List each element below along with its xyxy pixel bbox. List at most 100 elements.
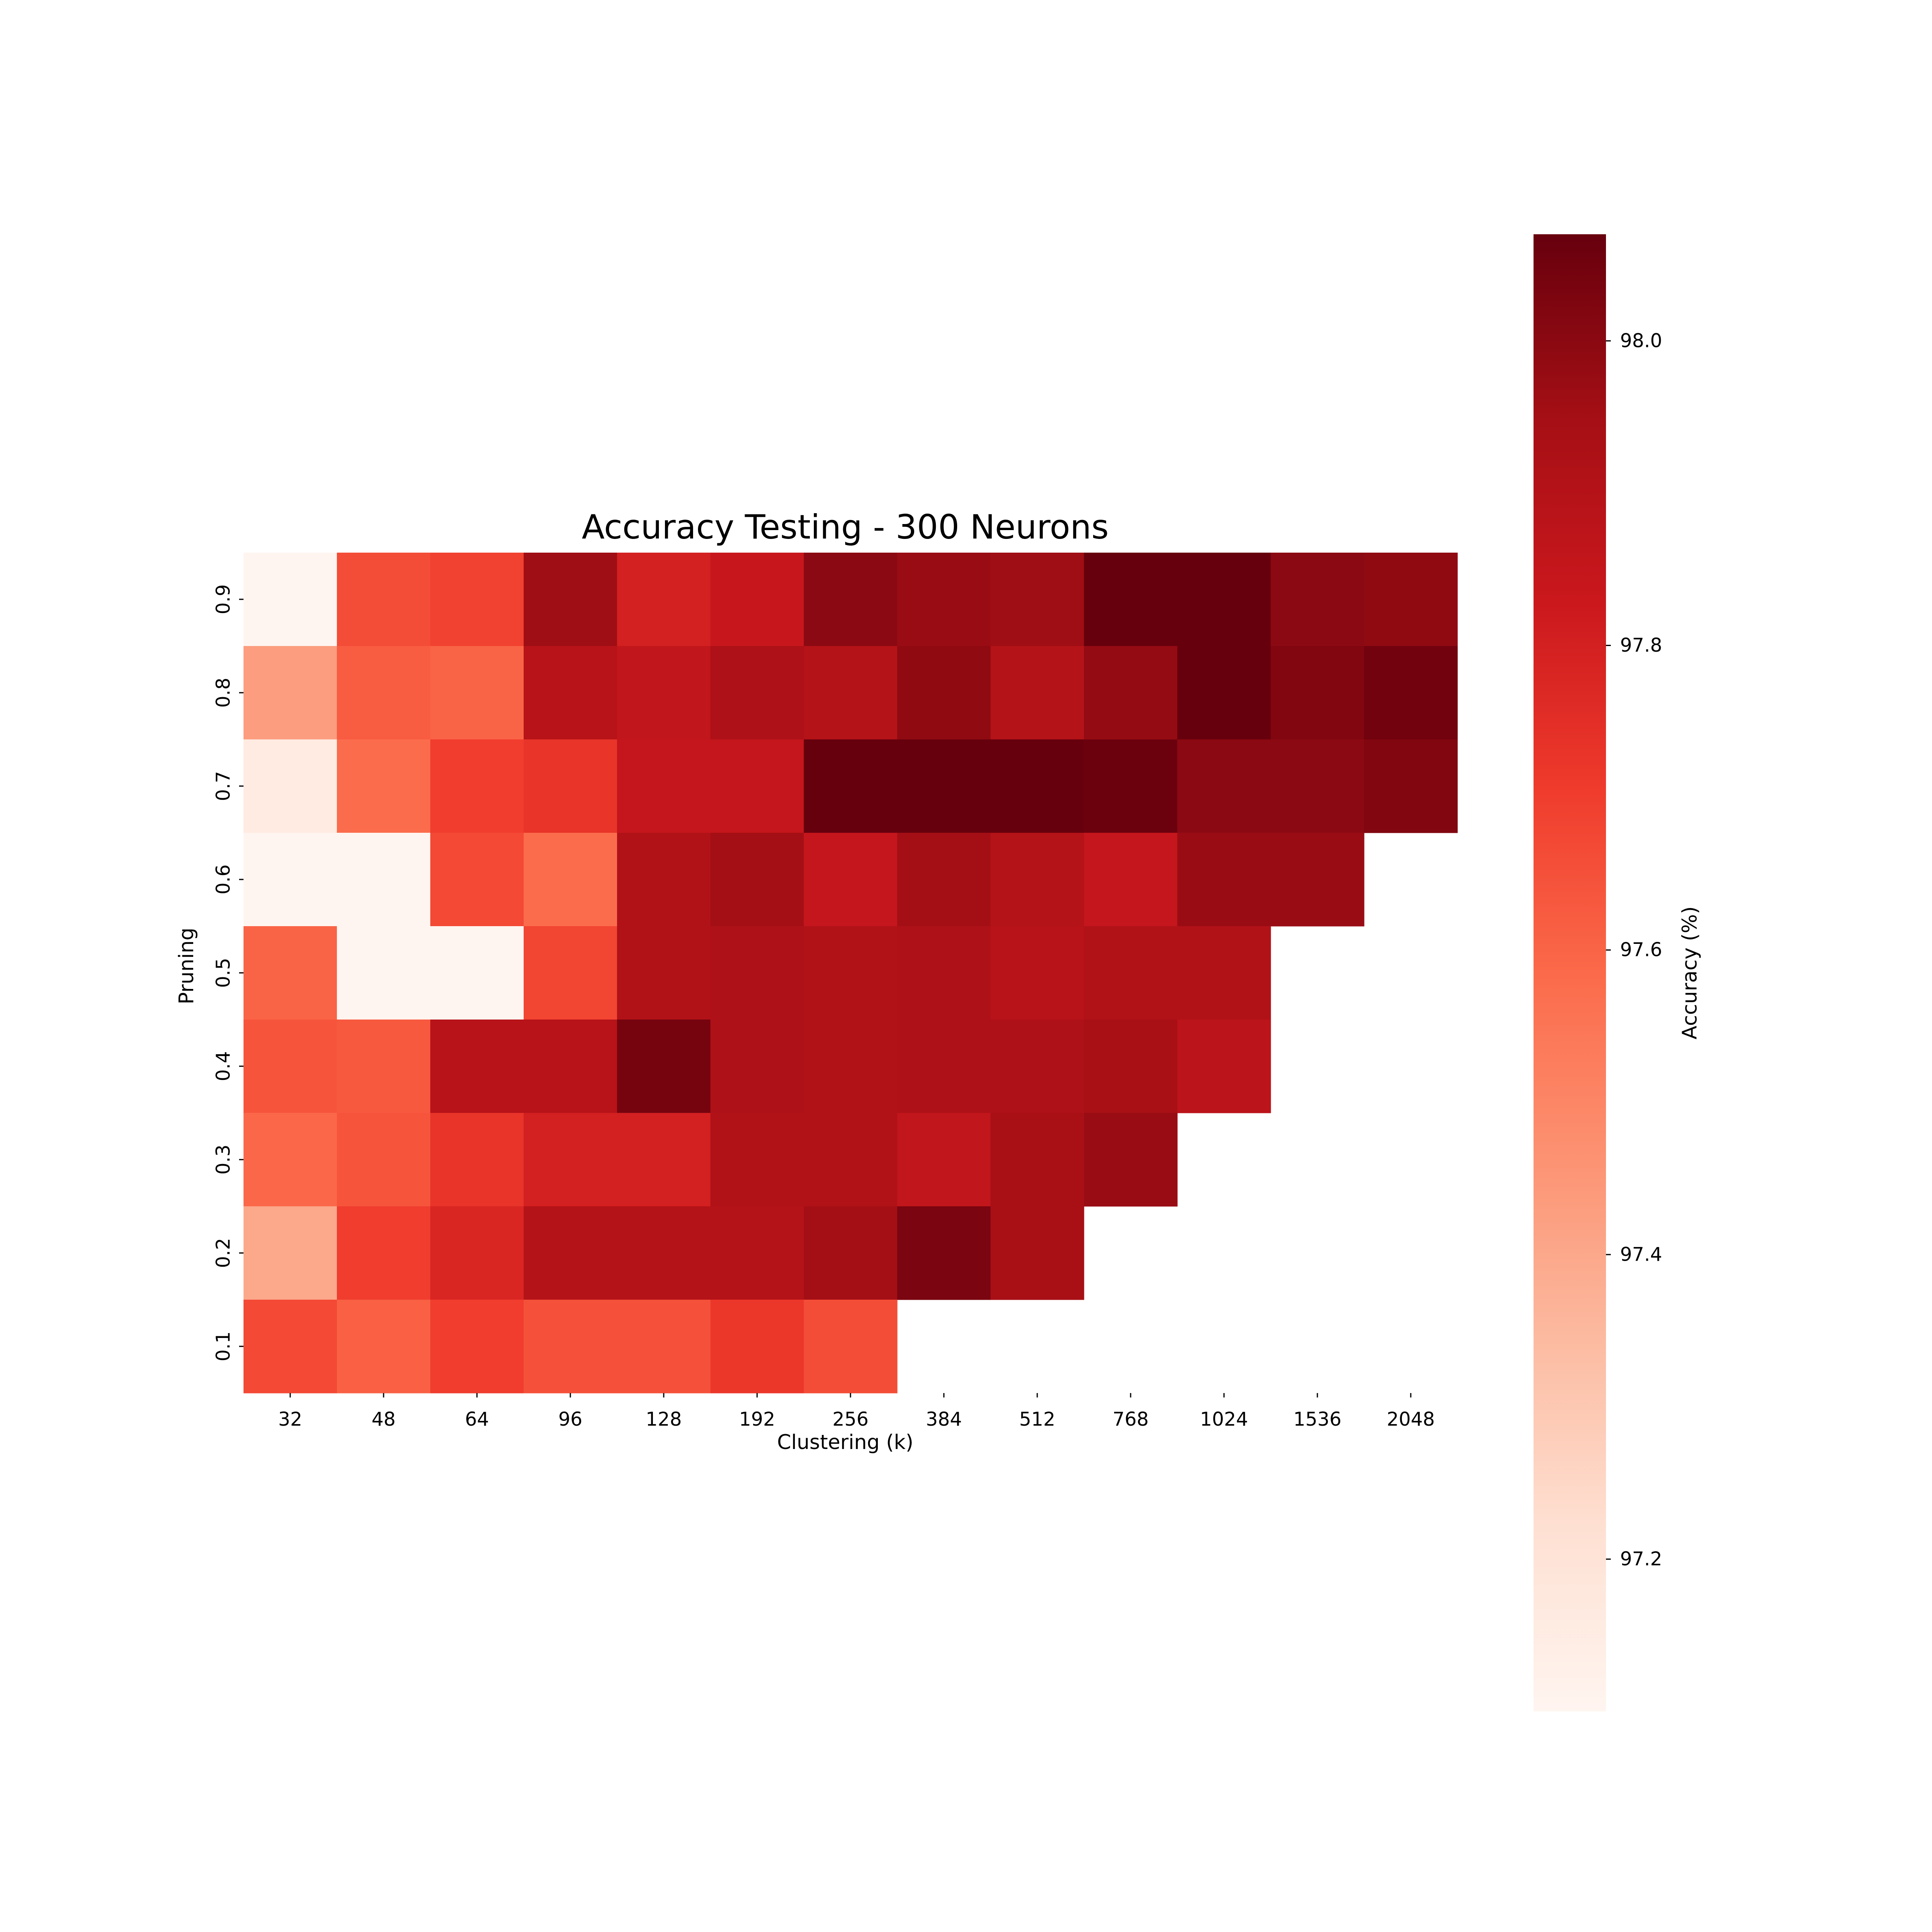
x-tick-label: 768 <box>1113 1408 1149 1430</box>
heatmap-cell <box>524 926 617 1020</box>
heatmap-cell <box>991 1020 1084 1113</box>
heatmap-cell <box>430 926 524 1020</box>
heatmap-cell <box>897 553 991 646</box>
heatmap-cell <box>430 833 524 927</box>
heatmap-cell <box>804 646 898 740</box>
heatmap-cell <box>617 1300 711 1393</box>
heatmap-cell <box>337 739 431 833</box>
heatmap-cell <box>1271 553 1364 646</box>
y-tick-label: 0.5 <box>213 958 235 988</box>
colorbar-tick-label: 97.4 <box>1620 1243 1662 1265</box>
y-tick-label: 0.2 <box>213 1238 235 1268</box>
heatmap-cells <box>244 553 1458 1393</box>
heatmap-cell <box>430 1020 524 1113</box>
heatmap-cell <box>1271 833 1364 927</box>
colorbar-tick-label: 97.6 <box>1620 939 1662 961</box>
x-tick-label: 32 <box>278 1408 302 1430</box>
colorbar-tick-label: 97.8 <box>1620 634 1662 656</box>
heatmap-cell <box>710 1020 804 1113</box>
heatmap-cell <box>804 739 898 833</box>
x-tick-label: 192 <box>739 1408 775 1430</box>
heatmap-cell <box>337 1300 431 1393</box>
heatmap-cell <box>524 553 617 646</box>
heatmap-cell <box>1364 739 1458 833</box>
heatmap-cell <box>710 739 804 833</box>
heatmap-cell <box>1084 1113 1178 1207</box>
heatmap-cell <box>337 1206 431 1300</box>
heatmap-cell <box>524 646 617 740</box>
heatmap-cell <box>991 739 1084 833</box>
heatmap-cell <box>430 646 524 740</box>
heatmap-cell <box>617 1113 711 1207</box>
heatmap-cell <box>524 1206 617 1300</box>
heatmap-cell <box>1271 646 1364 740</box>
heatmap-cell <box>991 833 1084 927</box>
heatmap-cell <box>710 1113 804 1207</box>
heatmap-cell <box>710 833 804 927</box>
heatmap-cell <box>710 1206 804 1300</box>
x-tick-label: 384 <box>926 1408 962 1430</box>
heatmap-cell <box>244 833 337 927</box>
heatmap-cell <box>1177 553 1271 646</box>
x-tick-label: 512 <box>1019 1408 1055 1430</box>
heatmap-cell <box>244 739 337 833</box>
heatmap-cell <box>1084 739 1178 833</box>
heatmap-cell <box>1177 646 1271 740</box>
y-tick-label: 0.8 <box>213 678 235 708</box>
heatmap-cell <box>710 926 804 1020</box>
heatmap-cell <box>524 833 617 927</box>
y-tick-label: 0.6 <box>213 865 235 895</box>
heatmap-cell <box>1177 926 1271 1020</box>
x-tick-label: 128 <box>646 1408 682 1430</box>
heatmap-cell <box>524 1113 617 1207</box>
heatmap-cell <box>244 1206 337 1300</box>
x-axis-label: Clustering (k) <box>777 1430 914 1454</box>
heatmap-cell <box>244 1300 337 1393</box>
colorbar-tick-label: 97.2 <box>1620 1548 1662 1570</box>
heatmap-cell <box>991 1206 1084 1300</box>
heatmap-cell <box>617 833 711 927</box>
heatmap-cell <box>524 739 617 833</box>
y-tick-label: 0.7 <box>213 771 235 801</box>
heatmap-cell <box>337 553 431 646</box>
y-axis-label: Pruning <box>175 928 198 1005</box>
heatmap-cell <box>337 926 431 1020</box>
colorbar <box>1534 234 1606 1711</box>
heatmap-cell <box>1084 833 1178 927</box>
heatmap-cell <box>804 1113 898 1207</box>
heatmap-cell <box>804 553 898 646</box>
x-tick-label: 64 <box>465 1408 489 1430</box>
heatmap-cell <box>337 1113 431 1207</box>
x-tick-label: 1024 <box>1200 1408 1248 1430</box>
heatmap-cell <box>897 739 991 833</box>
heatmap-cell <box>1084 553 1178 646</box>
heatmap-cell <box>1364 553 1458 646</box>
heatmap-cell <box>897 1020 991 1113</box>
heatmap-cell <box>430 739 524 833</box>
y-axis-ticks: 0.9 0.8 0.7 0.6 0.5 0.4 0.3 0.2 0.1 <box>213 584 244 1361</box>
y-tick-label: 0.4 <box>213 1051 235 1082</box>
heatmap-cell <box>244 1113 337 1207</box>
heatmap-cell <box>1271 739 1364 833</box>
heatmap-cell <box>1177 833 1271 927</box>
heatmap-cell <box>244 646 337 740</box>
heatmap-cell <box>804 1300 898 1393</box>
heatmap-cell <box>617 646 711 740</box>
heatmap-cell <box>1084 926 1178 1020</box>
heatmap-cell <box>710 646 804 740</box>
heatmap-cell <box>804 1206 898 1300</box>
heatmap-cell <box>1364 646 1458 740</box>
heatmap-cell <box>617 553 711 646</box>
heatmap-cell <box>897 1113 991 1207</box>
heatmap-cell <box>991 646 1084 740</box>
colorbar-label: Accuracy (%) <box>1678 906 1701 1040</box>
x-tick-label: 96 <box>558 1408 582 1430</box>
heatmap-cell <box>710 553 804 646</box>
heatmap-cell <box>1177 739 1271 833</box>
heatmap-cell <box>804 1020 898 1113</box>
colorbar-ticks: 97.2 97.4 97.6 97.8 98.0 <box>1606 330 1662 1570</box>
heatmap-cell <box>430 553 524 646</box>
heatmap-cell <box>897 1206 991 1300</box>
x-tick-label: 256 <box>832 1408 869 1430</box>
